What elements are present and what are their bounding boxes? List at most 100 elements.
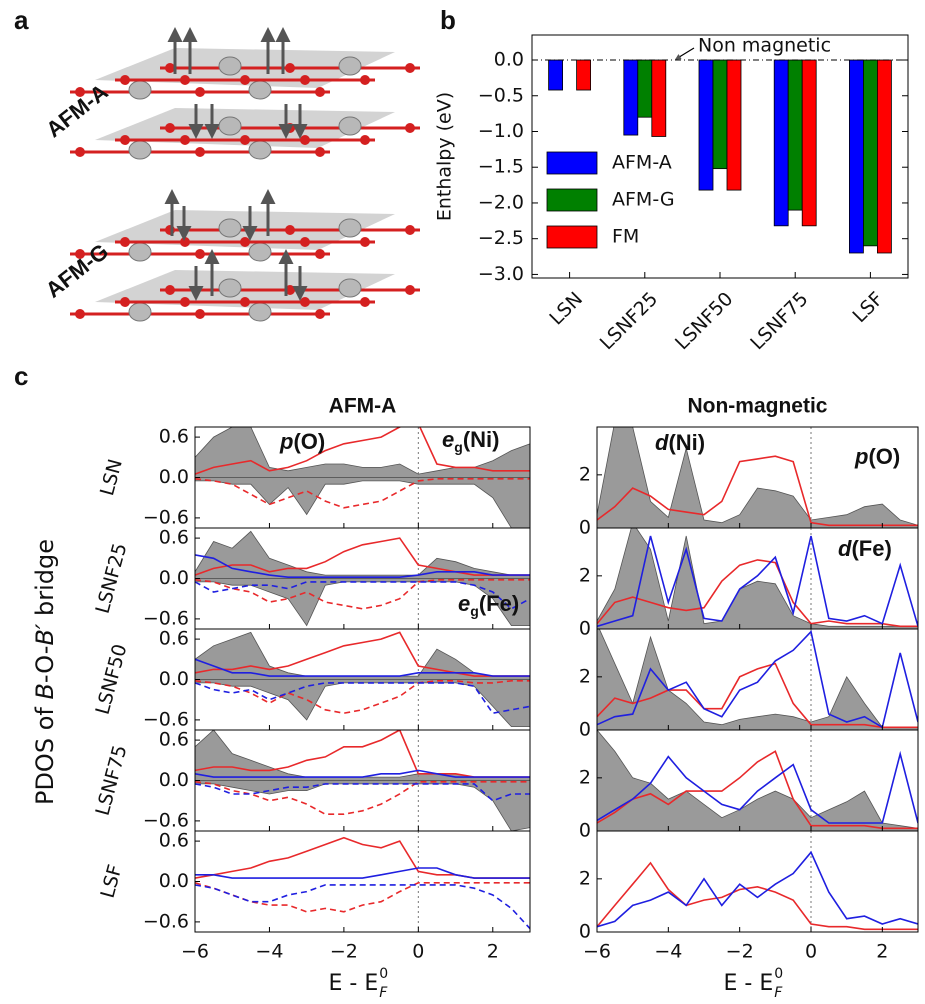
metal — [248, 80, 272, 100]
annotation-part: (Ni) — [668, 430, 705, 455]
line — [195, 554, 530, 578]
y-tick-label: 0.0 — [159, 870, 189, 892]
metal — [338, 116, 362, 136]
oxygen — [165, 63, 175, 73]
row-plot — [597, 427, 918, 528]
x-axis-label: E - E — [329, 971, 379, 996]
bar — [726, 59, 742, 191]
oxygen — [300, 135, 310, 145]
oxygen — [195, 309, 205, 319]
line — [195, 682, 530, 715]
chart-title: Non-magnetic — [687, 395, 827, 418]
y-tick-label: −0.6 — [143, 506, 189, 528]
panel-label: c — [14, 361, 28, 391]
bar — [787, 59, 803, 211]
area — [195, 780, 530, 831]
y-tick-label: 0.6 — [159, 729, 189, 751]
annotation: eg(Ni) — [442, 427, 499, 455]
y-tick-label: −0.6 — [143, 708, 189, 730]
oxygen — [360, 135, 370, 145]
panel-label: a — [14, 5, 29, 35]
area — [597, 629, 918, 730]
label-part: -O- — [31, 646, 59, 684]
bar — [801, 59, 817, 227]
legend-label: AFM-G — [612, 189, 675, 211]
area — [195, 679, 530, 727]
bar — [548, 59, 563, 91]
annotation: p(O) — [854, 444, 900, 469]
oxygen — [315, 309, 325, 319]
oxygen — [75, 87, 85, 97]
bar — [698, 59, 714, 191]
x-axis-label-sup: 0 — [379, 966, 388, 982]
oxygen — [285, 63, 295, 73]
metal — [128, 80, 152, 100]
reference-arrow — [674, 47, 695, 60]
x-tick-label: LSNF75 — [746, 288, 812, 354]
charts: 0.0 −0.5 −1.0 −1.5 −2.0 −2.5 −3.0 Enthalpy (eV)… — [92, 34, 919, 1001]
oxygen — [75, 309, 85, 319]
x-tick-label: LSN — [545, 288, 587, 330]
y-tick-label: 2 — [579, 564, 591, 586]
y-tick-label: 0.0 — [159, 668, 189, 690]
annotation-part: e — [458, 591, 470, 616]
x-tick-label: LSF — [849, 288, 888, 327]
oxygen — [180, 237, 190, 247]
oxygen — [315, 249, 325, 259]
row-label: LSN — [96, 457, 127, 498]
x-axis-label-sub: F — [379, 985, 388, 1001]
row-plot — [195, 831, 530, 932]
oxygen — [195, 249, 205, 259]
line — [195, 783, 530, 802]
y-tick-label: 0 — [579, 517, 591, 539]
oxygen — [360, 75, 370, 85]
x-tick-label: −4 — [255, 941, 283, 963]
oxygen — [75, 249, 85, 259]
annotation-part: (Fe) — [479, 591, 519, 616]
area — [597, 730, 918, 831]
y-axis-label: PDOS of B-O-B′ bridge — [31, 539, 59, 805]
oxygen — [300, 75, 310, 85]
x-tick-label: −2 — [330, 941, 358, 963]
line — [597, 861, 918, 931]
y-tick-label: −2.5 — [478, 227, 524, 249]
y-tick-label: 0.6 — [159, 628, 189, 650]
y-tick-label: 0.6 — [159, 527, 189, 549]
line — [195, 882, 530, 913]
line — [597, 662, 918, 729]
y-tick-label: 2 — [579, 867, 591, 889]
metal — [128, 242, 152, 262]
y-tick-label: −0.6 — [143, 910, 189, 932]
row-plot — [195, 730, 530, 831]
annotation-part: g — [454, 439, 463, 455]
row-plot — [195, 629, 530, 730]
x-tick-label: 0 — [805, 941, 817, 963]
line — [195, 836, 530, 879]
oxygen — [405, 225, 415, 235]
metal — [128, 140, 152, 160]
oxygen — [180, 135, 190, 145]
line — [597, 535, 918, 628]
line — [195, 769, 530, 778]
line — [195, 581, 530, 610]
line — [195, 658, 530, 677]
oxygen — [180, 297, 190, 307]
y-tick-label: 0 — [579, 921, 591, 943]
oxygen — [165, 285, 175, 295]
x-tick-label: 2 — [876, 941, 888, 963]
metal — [218, 218, 242, 238]
bar — [637, 59, 653, 118]
annotation-part: (Fe) — [851, 536, 891, 561]
line — [195, 631, 530, 677]
label-part: B — [31, 683, 59, 699]
metal — [338, 56, 362, 76]
oxygen — [180, 75, 190, 85]
y-tick-label: −1.5 — [478, 156, 524, 178]
y-tick-label: 0.0 — [494, 49, 524, 71]
crystal-structures — [70, 27, 420, 322]
oxygen — [240, 135, 250, 145]
metal — [218, 56, 242, 76]
line — [597, 750, 918, 824]
x-axis-label-sup: 0 — [774, 966, 783, 982]
bar — [651, 59, 667, 137]
